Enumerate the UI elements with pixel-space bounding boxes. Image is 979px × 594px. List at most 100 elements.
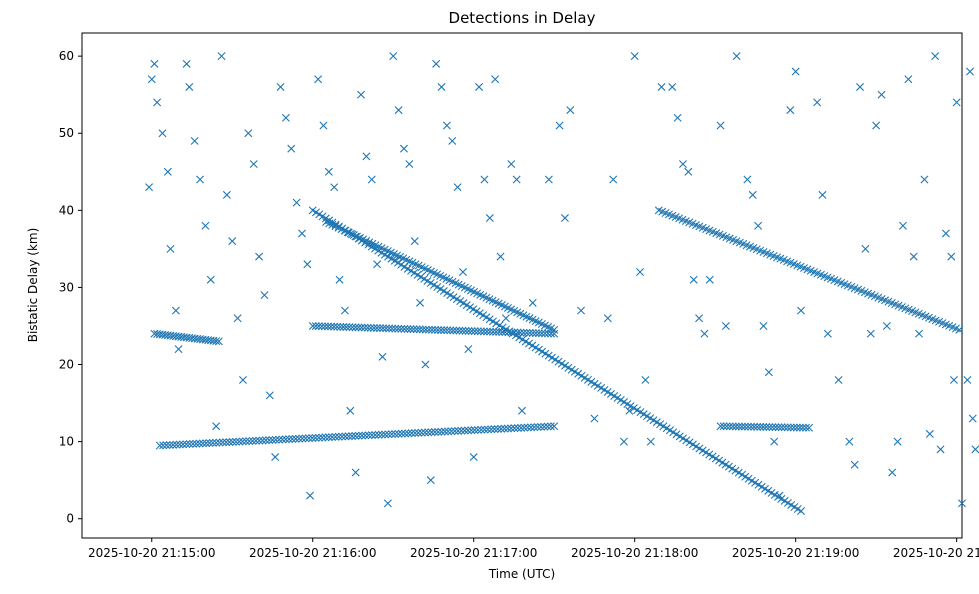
- data-point: [233, 314, 242, 323]
- data-point: [314, 433, 323, 442]
- data-point: [295, 434, 303, 443]
- data-point: [507, 160, 516, 169]
- data-point: [185, 82, 194, 91]
- data-point: [480, 425, 489, 434]
- data-point: [412, 325, 421, 334]
- data-point: [941, 229, 950, 238]
- data-point: [483, 425, 492, 434]
- data-point: [725, 422, 734, 431]
- data-point: [420, 428, 429, 437]
- data-point: [330, 183, 339, 192]
- data-point: [255, 252, 264, 261]
- data-point: [159, 441, 168, 450]
- data-point: [497, 424, 506, 433]
- data-point: [188, 439, 197, 448]
- data-point: [517, 423, 526, 432]
- data-point: [705, 275, 714, 284]
- data-point: [341, 432, 350, 441]
- data-point: [298, 229, 306, 238]
- data-point: [443, 326, 452, 335]
- data-point: [530, 423, 539, 432]
- data-point: [446, 326, 455, 335]
- data-point: [222, 438, 231, 447]
- data-point: [437, 427, 446, 436]
- data-point: [360, 323, 369, 332]
- data-point: [722, 422, 731, 431]
- data-point: [271, 453, 280, 462]
- data-point: [904, 75, 913, 84]
- data-point: [212, 422, 221, 431]
- data-point: [507, 328, 516, 337]
- data-point: [288, 435, 297, 443]
- data-point: [461, 326, 470, 335]
- data-point: [276, 82, 285, 91]
- data-point: [783, 423, 792, 432]
- data-point: [513, 328, 522, 337]
- data-point: [748, 190, 757, 199]
- data-point: [222, 190, 231, 199]
- data-point: [324, 167, 333, 176]
- data-point: [477, 425, 486, 434]
- data-point: [818, 190, 827, 199]
- data-point: [185, 440, 194, 449]
- data-point: [426, 476, 435, 485]
- data-point: [485, 214, 494, 223]
- data-point: [450, 427, 459, 436]
- data-point: [382, 324, 391, 333]
- data-point: [533, 423, 542, 432]
- data-point: [394, 106, 403, 115]
- data-point: [306, 491, 315, 500]
- data-point: [492, 327, 501, 336]
- data-point: [321, 433, 330, 442]
- data-point: [834, 375, 843, 384]
- data-point: [354, 323, 363, 332]
- data-point: [285, 435, 294, 444]
- data-point: [936, 445, 945, 454]
- y-tick-label: 0: [66, 512, 74, 526]
- data-point: [399, 144, 408, 153]
- data-point: [414, 428, 423, 437]
- data-point: [228, 237, 237, 246]
- data-point: [759, 422, 768, 431]
- data-point: [487, 425, 496, 434]
- data-point: [394, 429, 403, 438]
- data-point: [795, 423, 804, 432]
- data-point: [407, 429, 416, 438]
- data-point: [636, 268, 645, 276]
- x-tick-label: 2025-10-20 21:19:00: [732, 546, 859, 560]
- data-point: [166, 244, 175, 253]
- data-point: [357, 323, 366, 332]
- data-point: [367, 175, 376, 184]
- data-point: [400, 324, 409, 333]
- data-point: [458, 268, 467, 276]
- data-point: [495, 327, 504, 336]
- data-point: [947, 252, 956, 261]
- data-point: [449, 326, 458, 335]
- data-point: [493, 424, 502, 433]
- data-point: [244, 129, 253, 138]
- data-point: [275, 435, 284, 444]
- data-point: [338, 432, 347, 441]
- data-point: [452, 326, 461, 335]
- data-point: [417, 428, 426, 437]
- data-point: [362, 152, 371, 161]
- data-point: [281, 435, 290, 444]
- data-point: [898, 221, 907, 230]
- data-point: [719, 422, 728, 431]
- data-point: [281, 113, 290, 122]
- data-point: [344, 432, 353, 441]
- data-point: [336, 322, 345, 331]
- data-point: [397, 429, 406, 438]
- y-tick-label: 60: [59, 49, 74, 63]
- data-point: [963, 375, 972, 384]
- data-point: [437, 326, 446, 335]
- data-point: [424, 428, 433, 437]
- data-point: [467, 426, 476, 435]
- data-point: [700, 329, 709, 338]
- data-point: [501, 314, 510, 323]
- data-point: [789, 423, 798, 432]
- data-point: [877, 90, 886, 99]
- data-point: [473, 425, 482, 434]
- data-point: [208, 438, 217, 447]
- data-point: [442, 121, 451, 130]
